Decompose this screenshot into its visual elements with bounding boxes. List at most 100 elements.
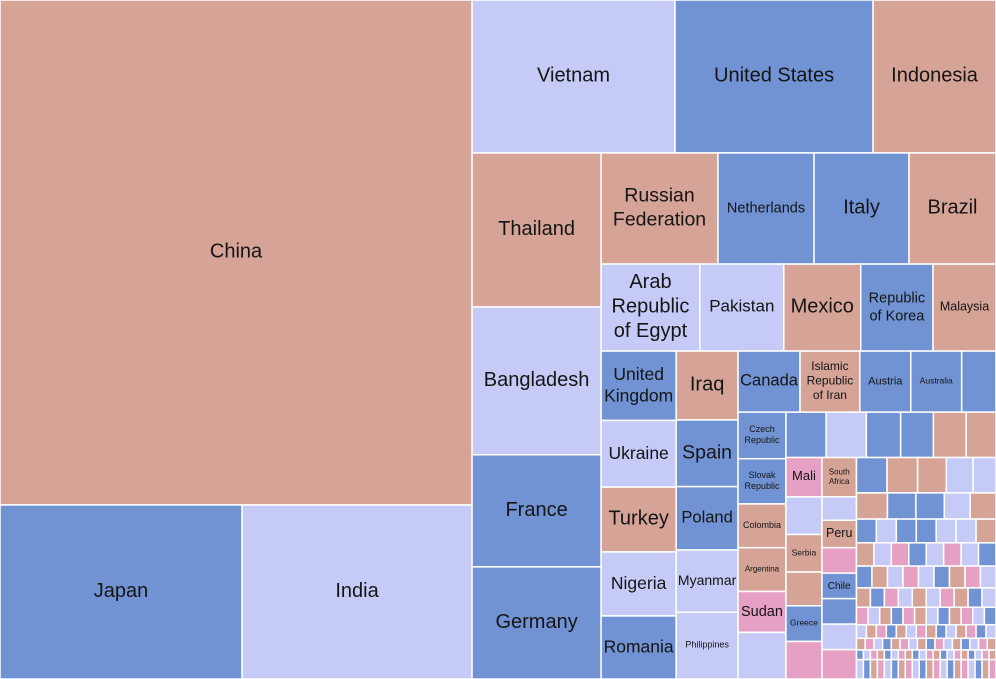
tile <box>945 623 957 640</box>
tile <box>890 606 904 626</box>
tile <box>925 542 945 567</box>
tile-label: Austria <box>868 376 903 388</box>
tile <box>241 504 473 679</box>
tile <box>600 486 677 553</box>
tile <box>869 658 879 679</box>
tile <box>902 565 920 589</box>
tile-label: Spain <box>682 441 732 463</box>
tile <box>977 542 996 567</box>
tile <box>821 623 858 651</box>
tile <box>862 649 872 661</box>
tile <box>899 411 935 459</box>
tile-label: Netherlands <box>727 200 805 216</box>
tile <box>899 637 910 651</box>
tile <box>600 152 719 265</box>
tile <box>785 496 823 536</box>
tile <box>925 637 936 651</box>
tile-label: Iraq <box>690 374 724 396</box>
tile <box>883 658 893 679</box>
tile <box>935 623 947 640</box>
tile <box>908 542 927 567</box>
tile <box>948 565 966 589</box>
tile <box>939 658 948 679</box>
tile-label: South Africa <box>829 467 850 486</box>
tile-label: Greece <box>790 618 818 628</box>
tile <box>471 306 602 456</box>
tile-label: Serbia <box>792 548 817 558</box>
tile <box>737 631 787 679</box>
tile-label: Russian Federation <box>613 185 706 231</box>
tile <box>986 637 996 651</box>
tile <box>865 411 902 459</box>
tile <box>904 658 914 679</box>
tile <box>960 542 980 567</box>
tile-label: Chile <box>828 581 851 592</box>
tile <box>875 518 898 544</box>
tile <box>869 649 879 661</box>
tile <box>967 587 983 609</box>
tile <box>862 658 872 679</box>
tile <box>960 350 996 413</box>
tile <box>886 456 919 494</box>
tile <box>969 637 980 651</box>
tile <box>737 350 801 413</box>
tile-label: Malaysia <box>940 300 989 314</box>
tile-label: United Kingdom <box>604 364 673 405</box>
tile <box>960 637 971 651</box>
tile-label: Brazil <box>927 197 977 219</box>
tile <box>908 637 919 651</box>
tile <box>915 492 946 520</box>
tile-label: Vietnam <box>537 65 610 87</box>
tile <box>881 637 893 651</box>
tile <box>915 518 937 544</box>
tile <box>985 623 996 640</box>
tile-label: Argentina <box>745 565 780 574</box>
tile <box>600 263 701 352</box>
tile <box>918 658 927 679</box>
tile <box>917 565 935 589</box>
tile <box>878 606 893 626</box>
tile <box>883 649 893 661</box>
tile <box>977 637 989 651</box>
tile <box>988 658 996 679</box>
tile <box>965 411 996 459</box>
tile <box>859 350 912 413</box>
tile <box>471 453 602 568</box>
tile <box>897 587 914 609</box>
tile-label: Poland <box>681 509 732 527</box>
tile <box>955 518 977 544</box>
tile <box>886 492 917 520</box>
tile <box>955 623 967 640</box>
tile <box>871 565 889 589</box>
tile-label: Colombia <box>743 520 781 530</box>
tile <box>821 648 858 679</box>
tile-label: Sudan <box>741 604 783 620</box>
tile <box>916 637 927 651</box>
tile <box>785 640 823 679</box>
tile <box>855 637 866 651</box>
tile <box>981 658 990 679</box>
tile <box>855 456 888 494</box>
tile <box>975 623 987 640</box>
tile <box>939 649 948 661</box>
tile <box>855 492 889 520</box>
tile-label: Turkey <box>608 508 668 530</box>
tile-label: Australia <box>920 376 953 386</box>
tile <box>873 637 884 651</box>
tile <box>785 411 827 459</box>
tile <box>0 504 243 679</box>
tile <box>953 587 969 609</box>
tile <box>942 637 954 651</box>
tile <box>875 623 888 640</box>
tile <box>675 549 739 614</box>
tile <box>905 623 918 640</box>
tile <box>859 263 934 352</box>
tile <box>945 456 974 494</box>
tile <box>855 606 869 626</box>
tile <box>925 587 941 609</box>
tile <box>967 649 976 661</box>
tile <box>471 566 602 679</box>
tile <box>915 623 927 640</box>
tile <box>965 623 977 640</box>
